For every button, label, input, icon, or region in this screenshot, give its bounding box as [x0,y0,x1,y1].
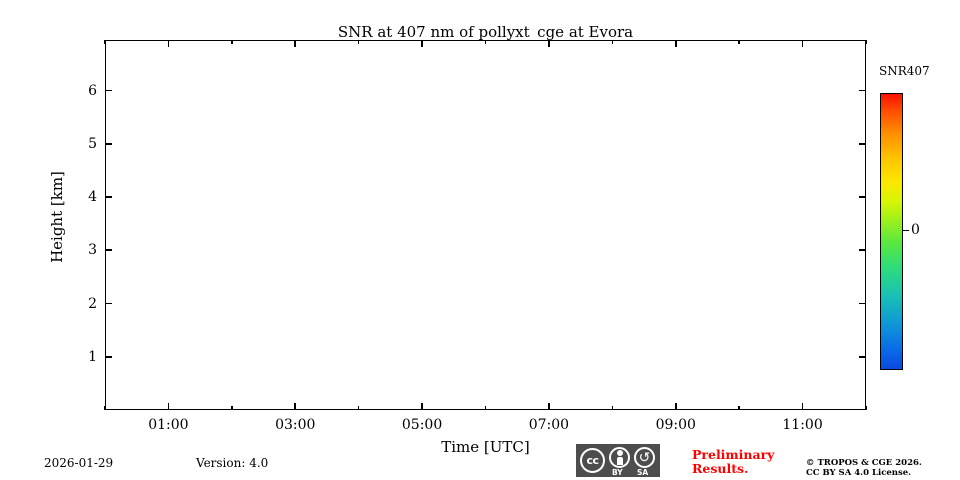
x-axis-tick [294,403,297,410]
x-axis-minor-tick [484,406,487,410]
x-axis-minor-tick [738,40,740,44]
share-alike-icon: ↺ [634,447,655,468]
y-axis-tick-label: 3 [88,242,97,259]
preliminary-results-notice: Preliminary Results. [692,448,792,475]
x-axis-label: Time [UTC] [441,438,530,456]
y-axis-tick [105,196,112,198]
y-axis-tick [105,89,112,92]
attribution-icon-head [616,450,623,456]
footer-date: 2026-01-29 [44,456,114,470]
x-axis-tick [801,40,804,47]
y-axis-tick [859,143,866,145]
x-axis-minor-tick [865,40,867,44]
x-axis-minor-tick [231,40,233,44]
x-axis-tick-label: 01:00 [148,417,189,433]
x-axis-minor-tick [611,406,614,410]
share-alike-label: SA [637,468,649,477]
y-axis-tick-label: 1 [88,348,97,365]
x-axis-minor-tick [357,40,360,44]
x-axis-minor-tick [484,40,487,44]
y-axis-tick-label: 5 [88,135,97,152]
x-axis-minor-tick [611,40,614,44]
y-axis-tick-label: 2 [88,295,97,312]
creative-commons-badge: cc ↺ BY SA [576,444,660,477]
page-title: SNR at 407 nm of pollyxt_cge at Evora [337,23,634,41]
colorbar-gradient [880,93,903,370]
y-axis-label: Height [km] [48,171,66,263]
y-axis-tick-label: 6 [88,82,97,99]
preliminary-line-2: Results. [692,460,749,476]
x-axis-tick [167,40,170,47]
attribution-label: BY [612,468,623,477]
copyright-notice: © TROPOS & CGE 2026. CC BY SA 4.0 Licens… [806,458,922,478]
footer-version: Version: 4.0 [196,456,269,470]
x-axis-tick-label: 09:00 [655,417,696,433]
x-axis-tick-label: 03:00 [275,417,316,433]
x-axis-tick [674,403,677,410]
copyright-line-1: © TROPOS & CGE 2026. [806,458,922,468]
colorbar-tick [903,230,909,232]
x-axis-tick-label: 11:00 [782,417,823,433]
y-axis-tick [105,249,112,252]
attribution-icon [609,447,630,468]
preliminary-line-1: Preliminary [692,447,775,462]
y-axis-tick [105,355,112,358]
y-axis-tick [859,89,866,92]
attribution-icon-body [616,457,623,465]
x-axis-tick [421,40,423,47]
x-axis-minor-tick [357,406,360,410]
cc-icon: cc [580,448,605,473]
x-axis-tick-label: 05:00 [401,417,443,433]
y-axis-tick [105,302,112,305]
data-canvas [106,41,865,409]
x-axis-minor-tick [104,406,106,410]
y-axis-tick [859,196,866,198]
colorbar-title: SNR407 [879,64,930,78]
x-axis-tick [548,403,550,410]
x-axis-tick [674,40,677,47]
plot-area [105,40,866,410]
copyright-line-2: CC BY SA 4.0 License. [806,468,912,478]
x-axis-tick [167,403,170,410]
y-axis-tick [105,143,112,145]
x-axis-tick [801,403,804,410]
colorbar-tick-label: 0 [911,222,920,238]
x-axis-tick-label: 07:00 [528,417,570,433]
y-axis-tick [859,249,866,252]
x-axis-tick [294,40,297,47]
x-axis-minor-tick [231,406,233,410]
x-axis-tick [548,40,550,47]
x-axis-minor-tick [738,406,740,410]
y-axis-tick [859,355,866,358]
y-axis-tick [859,302,866,305]
x-axis-minor-tick [865,406,867,410]
y-axis-tick-label: 4 [88,189,97,206]
x-axis-minor-tick [104,40,106,44]
x-axis-tick [421,403,423,410]
